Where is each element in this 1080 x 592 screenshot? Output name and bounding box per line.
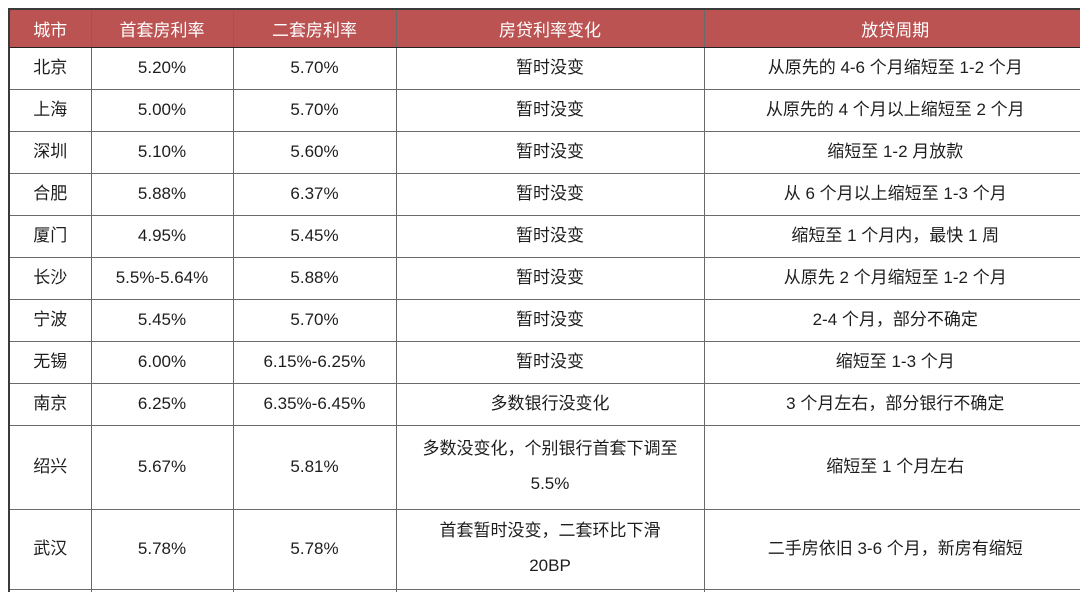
second-home-rate-cell: 6.37%	[232, 172, 397, 216]
second-home-rate-cell: 6.15%-6.25%	[232, 340, 397, 384]
lending-cycle-cell: 缩短至 1-2 月放款	[703, 130, 1080, 174]
table-row-无锡: 无锡 6.00% 6.15%-6.25% 暂时没变 缩短至 1-3 个月	[8, 340, 1080, 384]
table-row-厦门: 厦门 4.95% 5.45% 暂时没变 缩短至 1 个月内，最快 1 周	[8, 214, 1080, 258]
first-home-rate-cell: 5.67%	[90, 424, 234, 510]
first-home-rate-cell: 5.20%	[90, 46, 234, 90]
column-header-second-home-rate: 二套房利率	[232, 8, 397, 48]
city-cell: 深圳	[8, 130, 92, 174]
first-home-rate-cell: 5.5%-5.64%	[90, 256, 234, 300]
city-cell: 武汉	[8, 508, 92, 590]
city-cell: 长沙	[8, 256, 92, 300]
second-home-rate-cell: 5.70%	[232, 298, 397, 342]
cell-text-line: 5.5%	[530, 474, 570, 493]
lending-cycle-cell: 缩短至 1-3 个月	[703, 340, 1080, 384]
cell-text-line: 首套暂时没变，二套环比下滑	[439, 521, 661, 541]
table-row-长沙: 长沙 5.5%-5.64% 5.88% 暂时没变 从原先 2 个月缩短至 1-2 个月	[8, 256, 1080, 300]
first-home-rate-cell: 6.00%	[90, 340, 234, 384]
lending-cycle-cell: 从原先的 4 个月以上缩短至 2 个月	[703, 88, 1080, 132]
second-home-rate-cell: 5.70%	[232, 88, 397, 132]
rate-change-cell: 暂时没变	[395, 214, 705, 258]
city-cell: 南京	[8, 382, 92, 426]
city-cell: 绍兴	[8, 424, 92, 510]
second-home-rate-cell: 5.81%	[232, 424, 397, 510]
first-home-rate-cell: 5.00%	[90, 88, 234, 132]
rate-change-cell: 多数没变化，个别银行首套下调至 5.5%	[395, 424, 705, 510]
rate-change-cell: 多数银行没变化	[395, 382, 705, 426]
table-body: 北京 5.20% 5.70% 暂时没变 从原先的 4-6 个月缩短至 1-2 个月 上海 5…	[8, 46, 1080, 592]
lending-cycle-cell: 2-4 个月，部分不确定	[703, 298, 1080, 342]
lending-cycle-cell: 从原先的 4-6 个月缩短至 1-2 个月	[703, 46, 1080, 90]
table-row-宁波: 宁波 5.45% 5.70% 暂时没变 2-4 个月，部分不确定	[8, 298, 1080, 342]
city-cell: 宁波	[8, 298, 92, 342]
header-row: 城市 首套房利率 二套房利率 房贷利率变化 放贷周期	[8, 8, 1080, 48]
lending-cycle-cell: 二手房依旧 3-6 个月，新房有缩短	[703, 508, 1080, 590]
table-row-partial	[8, 588, 1080, 592]
rate-change-cell: 暂时没变	[395, 298, 705, 342]
rate-change-cell: 暂时没变	[395, 46, 705, 90]
city-cell: 无锡	[8, 340, 92, 384]
table-row-北京: 北京 5.20% 5.70% 暂时没变 从原先的 4-6 个月缩短至 1-2 个月	[8, 46, 1080, 90]
city-cell: 上海	[8, 88, 92, 132]
city-cell: 北京	[8, 46, 92, 90]
lending-cycle-cell: 3 个月左右，部分银行不确定	[703, 382, 1080, 426]
second-home-rate-cell: 5.60%	[232, 130, 397, 174]
second-home-rate-cell: 5.70%	[232, 46, 397, 90]
rate-change-cell: 暂时没变	[395, 88, 705, 132]
table-row-合肥: 合肥 5.88% 6.37% 暂时没变从 6 个月以上缩短至 1-3 个月	[8, 172, 1080, 216]
lending-cycle-cell: 缩短至 1 个月内，最快 1 周	[703, 214, 1080, 258]
table-row-武汉: 武汉 5.78% 5.78% 首套暂时没变，二套环比下滑 20BP 二手房依旧 3-6 个…	[8, 508, 1080, 590]
lending-cycle-cell: 从 6 个月以上缩短至 1-3 个月	[703, 172, 1080, 216]
second-home-rate-cell: 5.88%	[232, 256, 397, 300]
cell-text-line: 多数没变化，个别银行首套下调至	[422, 439, 678, 459]
city-cell: 厦门	[8, 214, 92, 258]
city-cell: 合肥	[8, 172, 92, 216]
cell-text-line: 20BP	[529, 556, 571, 575]
first-home-rate-cell: 4.95%	[90, 214, 234, 258]
first-home-rate-cell: 5.88%	[90, 172, 234, 216]
mortgage-rate-table: 城市 首套房利率 二套房利率 房贷利率变化 放贷周期 北京 5.20% 5.70% 暂时没变从…	[8, 8, 1080, 592]
first-home-rate-cell: 5.10%	[90, 130, 234, 174]
rate-change-cell: 暂时没变	[395, 172, 705, 216]
table-row-绍兴: 绍兴 5.67% 5.81% 多数没变化，个别银行首套下调至 5.5% 缩短至 1 个月左…	[8, 424, 1080, 510]
second-home-rate-cell: 5.45%	[232, 214, 397, 258]
first-home-rate-cell: 6.25%	[90, 382, 234, 426]
lending-cycle-cell: 从原先 2 个月缩短至 1-2 个月	[703, 256, 1080, 300]
rate-change-cell: 暂时没变	[395, 340, 705, 384]
first-home-rate-cell: 5.45%	[90, 298, 234, 342]
table-row-南京: 南京 6.25% 6.35%-6.45% 多数银行没变化 3 个月左右，部分银行不确定	[8, 382, 1080, 426]
column-header-rate-change: 房贷利率变化	[395, 8, 705, 48]
rate-change-cell: 暂时没变	[395, 130, 705, 174]
table-row-深圳: 深圳 5.10% 5.60% 暂时没变 缩短至 1-2 月放款	[8, 130, 1080, 174]
table-header-row: 城市 首套房利率 二套房利率 房贷利率变化 放贷周期	[8, 8, 1080, 48]
table-row-上海: 上海 5.00% 5.70% 暂时没变 从原先的 4 个月以上缩短至 2 个月	[8, 88, 1080, 132]
second-home-rate-cell: 6.35%-6.45%	[232, 382, 397, 426]
first-home-rate-cell: 5.78%	[90, 508, 234, 590]
lending-cycle-cell: 缩短至 1 个月左右	[703, 424, 1080, 510]
empty-cell	[703, 588, 1080, 592]
column-header-first-home-rate: 首套房利率	[90, 8, 234, 48]
column-header-lending-cycle: 放贷周期	[703, 8, 1080, 48]
rate-change-cell: 暂时没变	[395, 256, 705, 300]
rate-change-cell: 首套暂时没变，二套环比下滑 20BP	[395, 508, 705, 590]
column-header-city: 城市	[8, 8, 92, 48]
second-home-rate-cell: 5.78%	[232, 508, 397, 590]
